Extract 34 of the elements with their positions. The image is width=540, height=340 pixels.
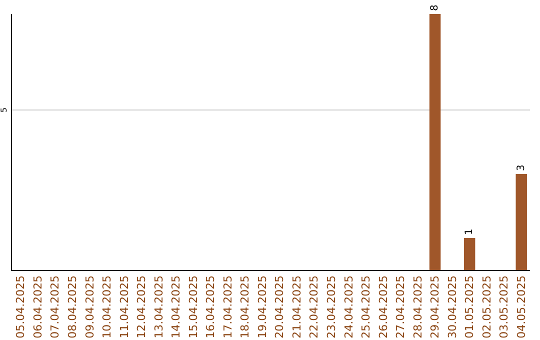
x-tick-label: 20.04.2025 (273, 275, 286, 338)
data-label: 8 (430, 4, 441, 11)
x-tick-label: 16.04.2025 (204, 275, 218, 338)
x-tick-label: 23.04.2025 (325, 275, 338, 338)
x-tick-label: 18.04.2025 (238, 275, 252, 338)
x-tick-label: 01.05.2025 (463, 275, 476, 338)
x-tick-label: 13.04.2025 (152, 275, 166, 338)
x-tick-label: 07.04.2025 (48, 275, 62, 338)
x-tick-label: 26.04.2025 (376, 275, 390, 338)
x-tick-label: 21.04.2025 (290, 275, 304, 338)
x-tick-label: 14.04.2025 (170, 275, 183, 338)
x-tick-label: 25.04.2025 (360, 275, 373, 338)
x-tick-label: 27.04.2025 (394, 275, 408, 338)
x-tick-label: 03.05.2025 (498, 275, 511, 338)
x-tick-label: 05.04.2025 (14, 275, 28, 338)
x-tick-label: 19.04.2025 (256, 275, 269, 338)
x-tick-label: 11.04.2025 (118, 275, 131, 338)
x-tick-label: 28.04.2025 (411, 275, 424, 338)
data-label: 3 (516, 164, 527, 171)
x-tick-label: 10.04.2025 (100, 275, 114, 338)
data-label: 1 (464, 228, 476, 235)
x-tick-label: 22.04.2025 (308, 275, 321, 338)
x-tick-label: 08.04.2025 (66, 275, 80, 338)
x-tick-label: 29.04.2025 (428, 275, 442, 338)
x-tick-label: 04.05.2025 (514, 275, 528, 338)
x-tick-label: 15.04.2025 (186, 275, 200, 338)
x-tick-label: 30.04.2025 (446, 275, 459, 338)
x-tick-label: 06.04.2025 (31, 275, 44, 338)
ref-line-label: 5 (0, 107, 8, 112)
x-tick-label: 09.04.2025 (83, 275, 96, 338)
x-tick-label: 17.04.2025 (221, 275, 234, 338)
x-tick-label: 02.05.2025 (480, 275, 494, 338)
x-tick-label: 24.04.2025 (342, 275, 356, 338)
x-tick-label: 12.04.2025 (135, 275, 148, 338)
